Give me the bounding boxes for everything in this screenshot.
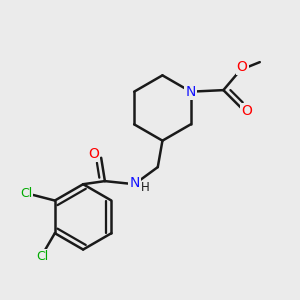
Text: Cl: Cl [20,187,32,200]
Text: O: O [88,147,99,161]
Text: N: N [129,176,140,190]
Text: H: H [141,182,150,194]
Text: N: N [185,85,196,99]
Text: O: O [241,104,252,118]
Text: O: O [237,60,248,74]
Text: Cl: Cl [36,250,49,263]
